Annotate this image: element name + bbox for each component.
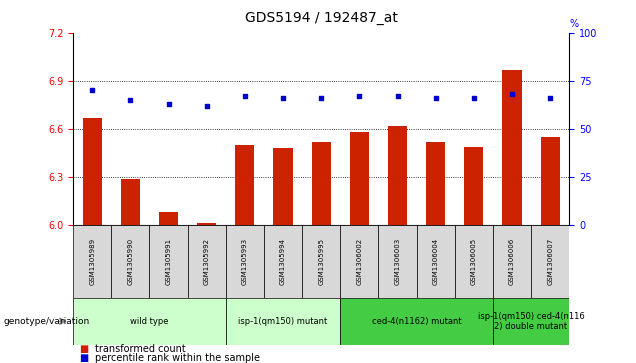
Point bbox=[125, 97, 135, 103]
Bar bbox=[111, 225, 149, 298]
Text: GSM1306007: GSM1306007 bbox=[547, 238, 553, 285]
Bar bbox=[121, 179, 140, 225]
Bar bbox=[531, 225, 569, 298]
Text: wild type: wild type bbox=[130, 317, 169, 326]
Point bbox=[392, 93, 403, 99]
Bar bbox=[340, 225, 378, 298]
Text: GSM1306002: GSM1306002 bbox=[356, 238, 363, 285]
Text: GSM1306005: GSM1306005 bbox=[471, 238, 477, 285]
Text: isp-1(qm150) ced-4(n116
2) double mutant: isp-1(qm150) ced-4(n116 2) double mutant bbox=[478, 311, 584, 331]
Text: GDS5194 / 192487_at: GDS5194 / 192487_at bbox=[245, 11, 398, 25]
Text: ced-4(n1162) mutant: ced-4(n1162) mutant bbox=[372, 317, 461, 326]
Bar bbox=[149, 225, 188, 298]
Bar bbox=[197, 224, 216, 225]
Bar bbox=[417, 225, 455, 298]
Bar bbox=[493, 225, 531, 298]
Point bbox=[278, 95, 288, 101]
Bar bbox=[493, 298, 569, 345]
Point bbox=[545, 95, 555, 101]
Bar bbox=[388, 126, 407, 225]
Bar bbox=[159, 212, 178, 225]
Text: GSM1305995: GSM1305995 bbox=[318, 238, 324, 285]
Point bbox=[431, 95, 441, 101]
Text: GSM1305993: GSM1305993 bbox=[242, 238, 248, 285]
Bar bbox=[235, 145, 254, 225]
Bar bbox=[340, 298, 493, 345]
Text: transformed count: transformed count bbox=[95, 344, 186, 354]
Text: GSM1306004: GSM1306004 bbox=[432, 238, 439, 285]
Point bbox=[240, 93, 250, 99]
Text: %: % bbox=[569, 19, 578, 29]
Point bbox=[507, 91, 517, 97]
Point bbox=[87, 87, 97, 93]
Text: GSM1305989: GSM1305989 bbox=[89, 238, 95, 285]
Bar bbox=[83, 118, 102, 225]
Point bbox=[163, 101, 174, 107]
Text: GSM1305994: GSM1305994 bbox=[280, 238, 286, 285]
Point bbox=[316, 95, 326, 101]
Text: ■: ■ bbox=[80, 344, 89, 354]
Bar bbox=[378, 225, 417, 298]
Bar bbox=[226, 225, 264, 298]
Bar bbox=[226, 298, 340, 345]
Bar bbox=[188, 225, 226, 298]
Bar bbox=[273, 148, 293, 225]
Bar bbox=[350, 132, 369, 225]
Bar bbox=[502, 70, 522, 225]
Text: GSM1305991: GSM1305991 bbox=[165, 238, 172, 285]
Text: GSM1305992: GSM1305992 bbox=[204, 238, 210, 285]
Bar bbox=[73, 225, 111, 298]
Bar bbox=[541, 137, 560, 225]
Text: GSM1306006: GSM1306006 bbox=[509, 238, 515, 285]
Text: genotype/variation: genotype/variation bbox=[3, 317, 90, 326]
Point bbox=[469, 95, 479, 101]
Bar bbox=[312, 142, 331, 225]
Bar bbox=[302, 225, 340, 298]
Bar bbox=[73, 298, 226, 345]
Bar bbox=[464, 147, 483, 225]
Point bbox=[202, 103, 212, 109]
Text: ■: ■ bbox=[80, 352, 89, 363]
Text: isp-1(qm150) mutant: isp-1(qm150) mutant bbox=[238, 317, 328, 326]
Point bbox=[354, 93, 364, 99]
Bar bbox=[455, 225, 493, 298]
Text: percentile rank within the sample: percentile rank within the sample bbox=[95, 352, 260, 363]
Bar bbox=[264, 225, 302, 298]
Text: GSM1305990: GSM1305990 bbox=[127, 238, 134, 285]
Text: GSM1306003: GSM1306003 bbox=[394, 238, 401, 285]
Bar bbox=[426, 142, 445, 225]
